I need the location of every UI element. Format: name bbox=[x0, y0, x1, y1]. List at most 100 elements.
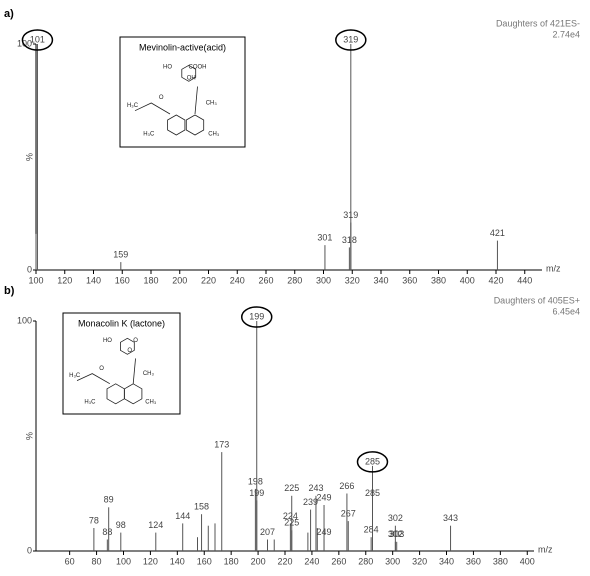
x-tick-label: 200 bbox=[251, 556, 266, 566]
peak-label: 266 bbox=[339, 481, 354, 491]
peak-label: 88 bbox=[102, 527, 112, 537]
peak-label: 301 bbox=[317, 233, 332, 243]
x-tick-label: 120 bbox=[143, 556, 158, 566]
peak-label: 199 bbox=[249, 311, 264, 321]
x-tick-label: 60 bbox=[65, 556, 75, 566]
peak-circle bbox=[240, 306, 273, 328]
atom-label: CH₃ bbox=[145, 399, 157, 405]
peak-label: 243 bbox=[308, 483, 323, 493]
chart-subtitle: 2.74e4 bbox=[552, 29, 580, 39]
x-tick-label: 100 bbox=[28, 275, 43, 285]
x-tick-label: 220 bbox=[201, 275, 216, 285]
atom-label: H₃C bbox=[143, 131, 155, 137]
peak-label: 198 bbox=[248, 476, 263, 486]
x-tick-label: 440 bbox=[517, 275, 532, 285]
inset-box bbox=[62, 312, 181, 415]
atom-label: H₃C bbox=[84, 399, 96, 405]
chart-subtitle: 6.45e4 bbox=[552, 306, 580, 316]
peak-label: 285 bbox=[365, 488, 380, 498]
x-tick-label: 80 bbox=[92, 556, 102, 566]
peak-label: 224 bbox=[283, 511, 298, 521]
x-axis-label: m/z bbox=[546, 263, 561, 273]
chart-title: Daughters of 421ES- bbox=[496, 18, 580, 28]
x-tick-label: 280 bbox=[287, 275, 302, 285]
inset-title: Monacolin K (lactone) bbox=[78, 318, 165, 328]
atom-label: CH₃ bbox=[206, 101, 218, 107]
peak-label: 249 bbox=[317, 527, 332, 537]
atom-label: H₃C bbox=[69, 373, 81, 379]
y-tick-label: 0 bbox=[27, 264, 32, 274]
atom-label: H₃C bbox=[127, 103, 139, 109]
peak-label: 144 bbox=[175, 511, 190, 521]
peak-label: 303 bbox=[389, 529, 404, 539]
peak-label: 173 bbox=[214, 439, 229, 449]
x-tick-label: 260 bbox=[331, 556, 346, 566]
peak-circle bbox=[356, 451, 389, 473]
panel-label: a) bbox=[4, 8, 14, 20]
peak-label: 78 bbox=[89, 515, 99, 525]
peak-label: 267 bbox=[341, 508, 356, 518]
peak-label: 302 bbox=[388, 513, 403, 523]
peak-label: 319 bbox=[343, 34, 358, 44]
x-tick-label: 400 bbox=[520, 556, 535, 566]
x-tick-label: 320 bbox=[345, 275, 360, 285]
atom-label: O bbox=[133, 338, 138, 344]
peak-label: 124 bbox=[148, 520, 163, 530]
x-tick-label: 160 bbox=[115, 275, 130, 285]
x-tick-label: 180 bbox=[143, 275, 158, 285]
atom-label: CH₃ bbox=[143, 371, 155, 377]
peak-label: 199 bbox=[249, 488, 264, 498]
x-tick-label: 160 bbox=[197, 556, 212, 566]
x-tick-label: 420 bbox=[488, 275, 503, 285]
x-tick-label: 240 bbox=[230, 275, 245, 285]
peak-label: 225 bbox=[284, 483, 299, 493]
x-tick-label: 200 bbox=[172, 275, 187, 285]
peak-label: 285 bbox=[365, 456, 380, 466]
peak-label: 421 bbox=[490, 228, 505, 238]
x-tick-label: 220 bbox=[277, 556, 292, 566]
panel-label: b) bbox=[4, 285, 15, 297]
atom-label: O bbox=[99, 366, 104, 372]
atom-label: COOH bbox=[189, 64, 207, 70]
x-tick-label: 380 bbox=[493, 556, 508, 566]
peak-circle bbox=[335, 29, 367, 51]
peak-label: 284 bbox=[364, 525, 379, 535]
peak-label: 239 bbox=[303, 497, 318, 507]
peak-label: 343 bbox=[443, 513, 458, 523]
structure bbox=[76, 337, 143, 405]
peak-label: 207 bbox=[260, 527, 275, 537]
x-tick-label: 340 bbox=[373, 275, 388, 285]
x-tick-label: 140 bbox=[86, 275, 101, 285]
inset-box bbox=[119, 36, 246, 148]
atom-label: O bbox=[127, 348, 132, 354]
atom-label: OH bbox=[187, 75, 196, 81]
y-axis-label: % bbox=[24, 153, 34, 161]
y-tick-label: 0 bbox=[27, 545, 32, 555]
peak-label: 319 bbox=[343, 210, 358, 220]
x-tick-label: 300 bbox=[385, 556, 400, 566]
peak-label: 159 bbox=[113, 249, 128, 259]
x-tick-label: 360 bbox=[466, 556, 481, 566]
chart-title: Daughters of 405ES+ bbox=[494, 295, 580, 305]
peak-circle bbox=[21, 29, 54, 51]
atom-label: CH₃ bbox=[208, 131, 220, 137]
x-tick-label: 140 bbox=[170, 556, 185, 566]
x-tick-label: 380 bbox=[431, 275, 446, 285]
x-tick-label: 260 bbox=[258, 275, 273, 285]
peak-label: 158 bbox=[194, 502, 209, 512]
x-tick-label: 240 bbox=[304, 556, 319, 566]
x-tick-label: 180 bbox=[224, 556, 239, 566]
peak-label: 89 bbox=[104, 495, 114, 505]
x-tick-label: 360 bbox=[402, 275, 417, 285]
peak-label: 318 bbox=[342, 235, 357, 245]
peak-label: 101 bbox=[30, 34, 45, 44]
peak-label: 98 bbox=[116, 520, 126, 530]
peak-label: 249 bbox=[317, 492, 332, 502]
y-tick-label: 100 bbox=[17, 38, 32, 48]
atom-label: O bbox=[159, 95, 164, 101]
x-tick-label: 340 bbox=[439, 556, 454, 566]
atom-label: HO bbox=[163, 64, 172, 70]
y-axis-label: % bbox=[24, 432, 34, 440]
atom-label: HO bbox=[103, 338, 112, 344]
